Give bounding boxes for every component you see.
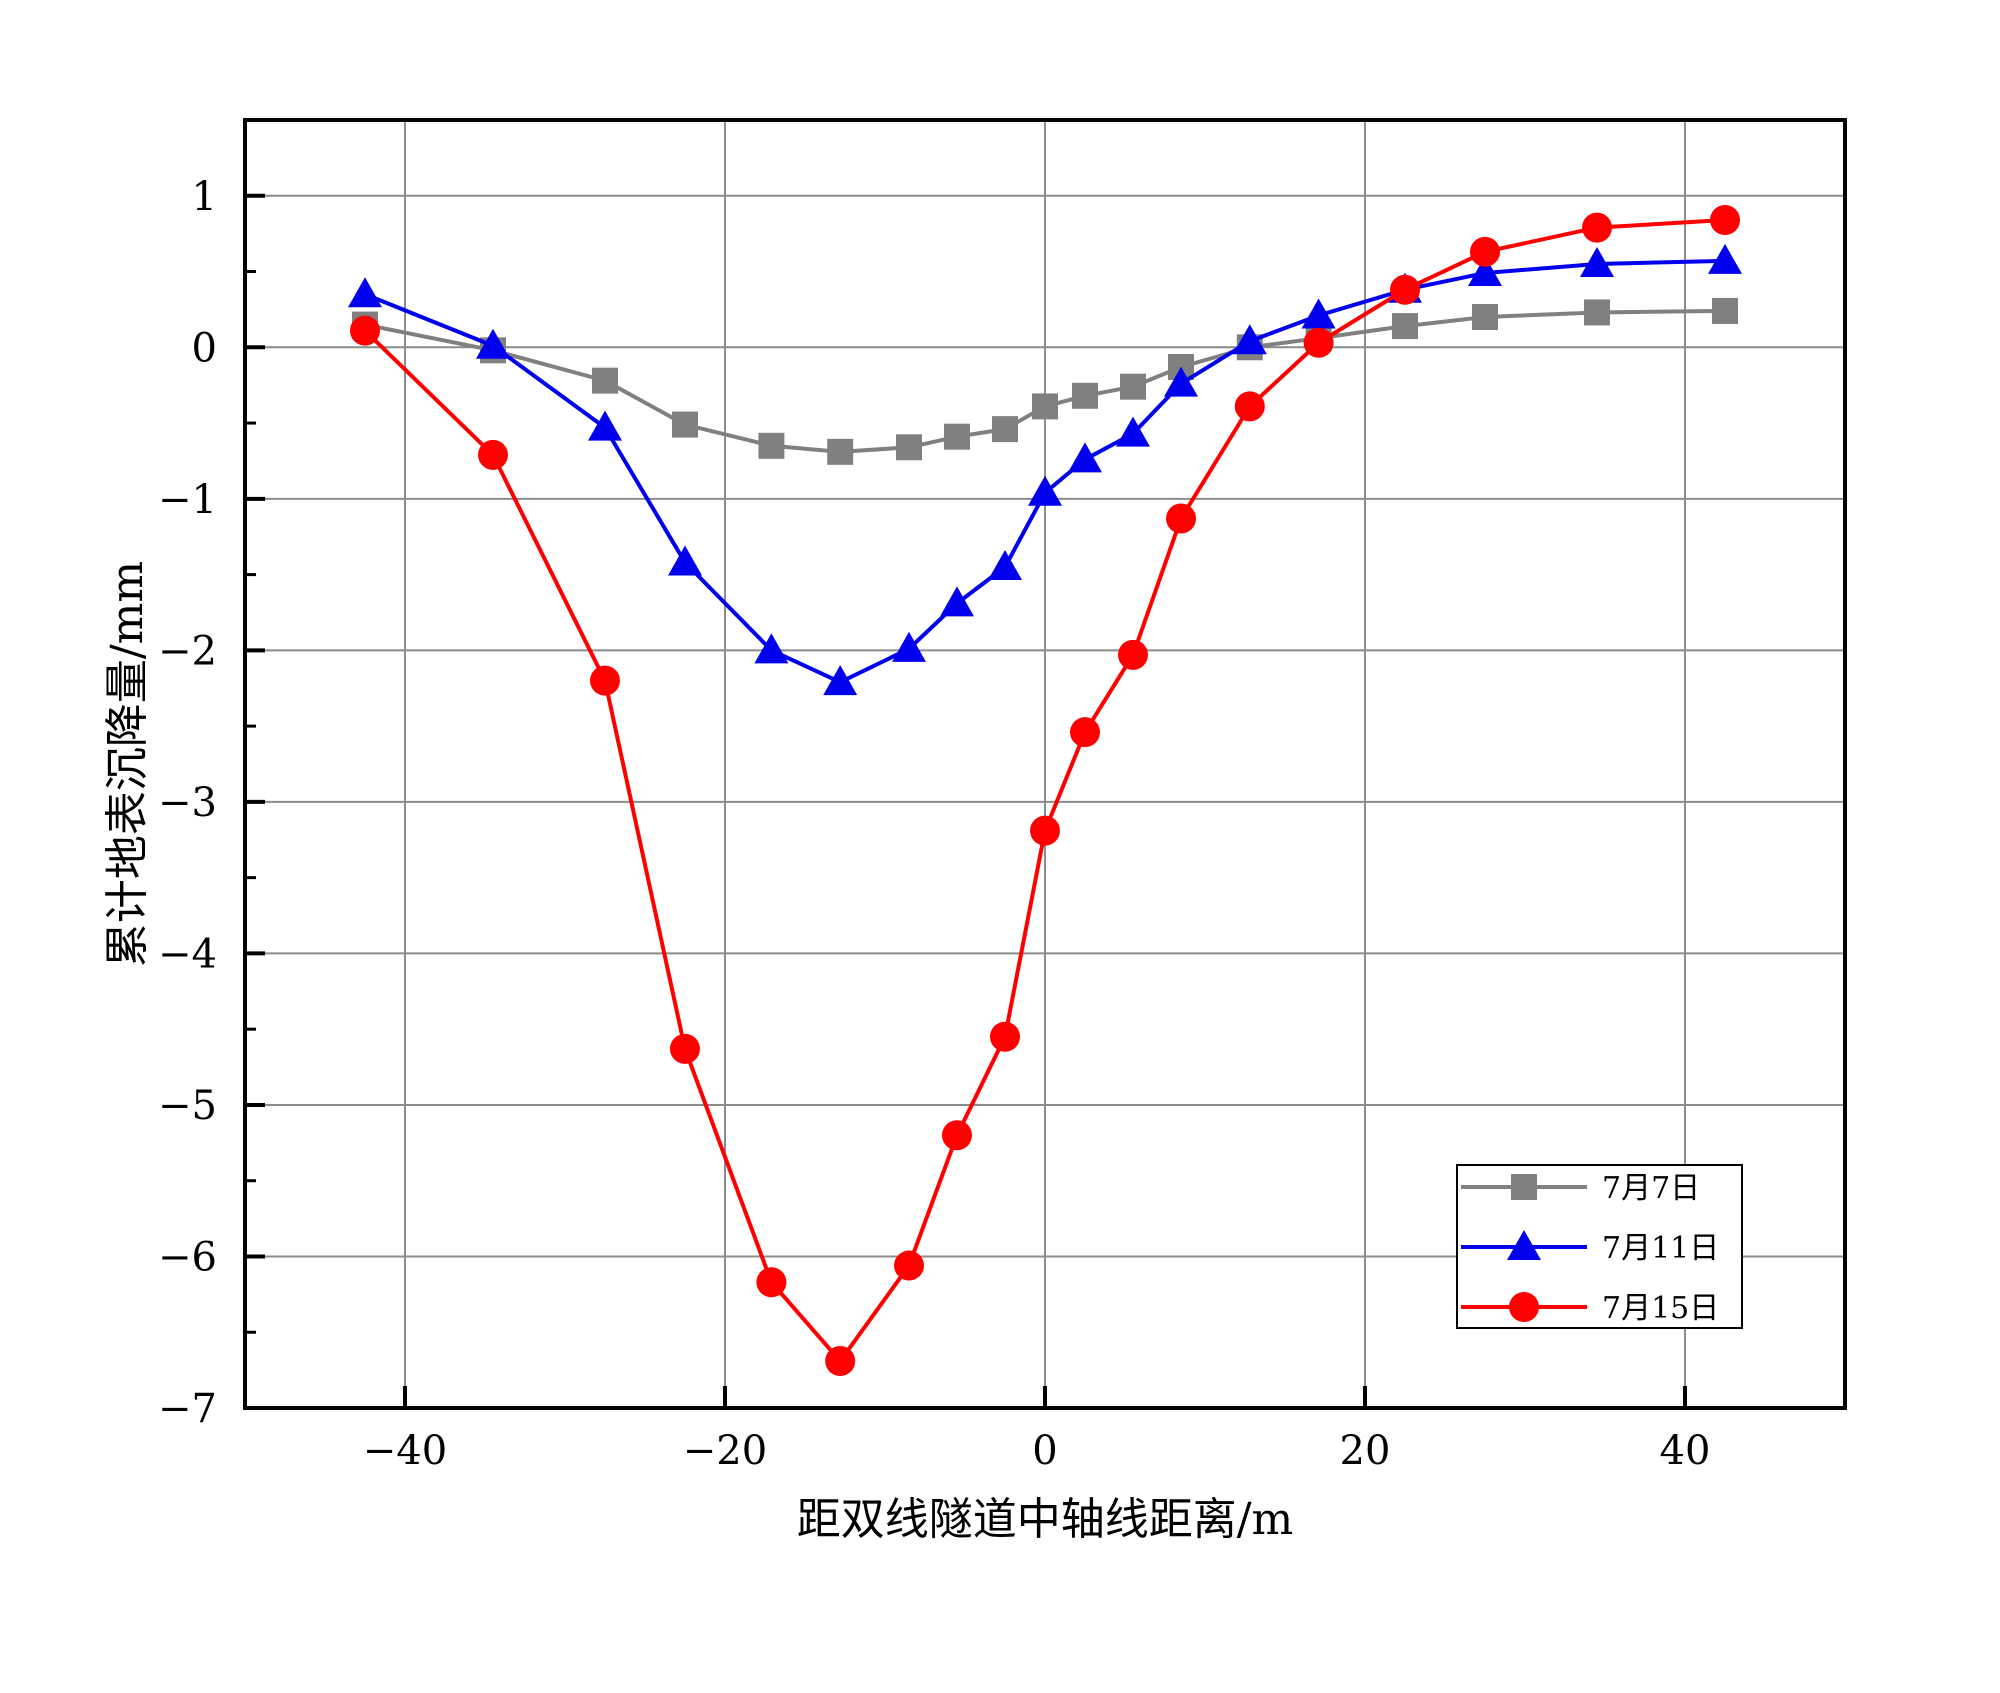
x-tick-label: −40 xyxy=(363,1428,447,1474)
data-point xyxy=(1164,366,1198,397)
data-point xyxy=(592,367,618,394)
data-point xyxy=(1303,327,1334,358)
data-point xyxy=(478,439,508,470)
data-point xyxy=(590,665,620,696)
y-tick-label: −2 xyxy=(158,628,217,674)
data-point xyxy=(1232,324,1267,355)
data-point xyxy=(1390,274,1420,305)
y-tick-label: −3 xyxy=(158,780,217,826)
y-tick-label: 1 xyxy=(192,174,217,220)
data-point xyxy=(668,545,702,576)
data-point xyxy=(1470,236,1500,267)
data-point xyxy=(1580,246,1614,277)
data-point xyxy=(1301,298,1336,329)
series-layer xyxy=(348,205,1742,1377)
ticks: −40 −20 0 20 40 1 0 −1 −2 −3 −4 −5 −6 −7 xyxy=(158,118,1711,1474)
data-point xyxy=(1584,299,1610,326)
legend: 7月7日 7月11日 7月15日 xyxy=(1456,1164,1743,1329)
data-point xyxy=(1116,416,1150,447)
legend-marker xyxy=(1509,1292,1539,1322)
data-point xyxy=(1068,442,1102,473)
data-point xyxy=(1712,297,1738,324)
data-point xyxy=(1118,639,1148,670)
data-point xyxy=(756,1267,787,1298)
x-axis-title: 距双线隧道中轴线距离/m xyxy=(797,1494,1294,1545)
series-3 xyxy=(350,205,1740,1377)
data-point xyxy=(1472,303,1498,330)
legend-entry: 7月15日 xyxy=(1461,1291,1719,1326)
data-point xyxy=(1070,717,1100,748)
x-tick-label: 20 xyxy=(1340,1428,1391,1474)
legend-marker xyxy=(1511,1174,1537,1200)
legend-entry: 7月11日 xyxy=(1461,1230,1719,1266)
x-tick-label: 40 xyxy=(1660,1428,1711,1474)
x-tick-label: 0 xyxy=(1032,1428,1057,1474)
data-point xyxy=(1166,503,1196,534)
series-1 xyxy=(352,297,1738,465)
data-point xyxy=(588,410,622,441)
data-point xyxy=(348,277,382,308)
x-tick-label: −20 xyxy=(683,1428,767,1474)
data-point xyxy=(1582,212,1612,243)
legend-marker xyxy=(1507,1230,1541,1260)
y-tick-label: −6 xyxy=(158,1234,217,1280)
data-point xyxy=(1392,313,1418,340)
data-point xyxy=(1032,393,1058,420)
data-point xyxy=(940,586,974,617)
data-point xyxy=(1234,391,1265,422)
data-point xyxy=(1028,475,1062,506)
data-point xyxy=(758,432,785,459)
data-point xyxy=(990,1021,1020,1052)
legend-label: 7月11日 xyxy=(1602,1231,1719,1266)
data-point xyxy=(1072,382,1098,409)
data-point xyxy=(670,1033,700,1064)
y-axis-title: 累计地表沉降量/mm xyxy=(102,561,153,967)
data-point xyxy=(672,411,698,438)
y-tick-label: −4 xyxy=(158,931,217,977)
data-point xyxy=(827,438,854,465)
legend-entry: 7月7日 xyxy=(1461,1171,1700,1206)
data-point xyxy=(942,1120,972,1151)
data-point xyxy=(1710,205,1740,236)
data-point xyxy=(823,665,858,696)
data-point xyxy=(988,550,1022,581)
data-point xyxy=(1468,256,1502,287)
data-point xyxy=(476,328,510,359)
data-point xyxy=(892,631,926,662)
legend-label: 7月15日 xyxy=(1602,1291,1719,1326)
legend-label: 7月7日 xyxy=(1602,1171,1700,1206)
data-point xyxy=(944,423,970,450)
y-tick-label: −5 xyxy=(158,1083,217,1129)
data-point xyxy=(1708,243,1742,274)
data-point xyxy=(825,1346,856,1377)
data-point xyxy=(1030,815,1060,846)
data-point xyxy=(1120,373,1146,400)
y-tick-label: −1 xyxy=(158,477,217,523)
data-point xyxy=(896,434,922,461)
y-tick-label: −7 xyxy=(158,1386,217,1432)
data-point xyxy=(992,416,1018,443)
y-tick-label: 0 xyxy=(192,325,217,371)
data-point xyxy=(754,633,789,664)
data-point xyxy=(894,1250,924,1281)
data-point xyxy=(350,315,380,346)
